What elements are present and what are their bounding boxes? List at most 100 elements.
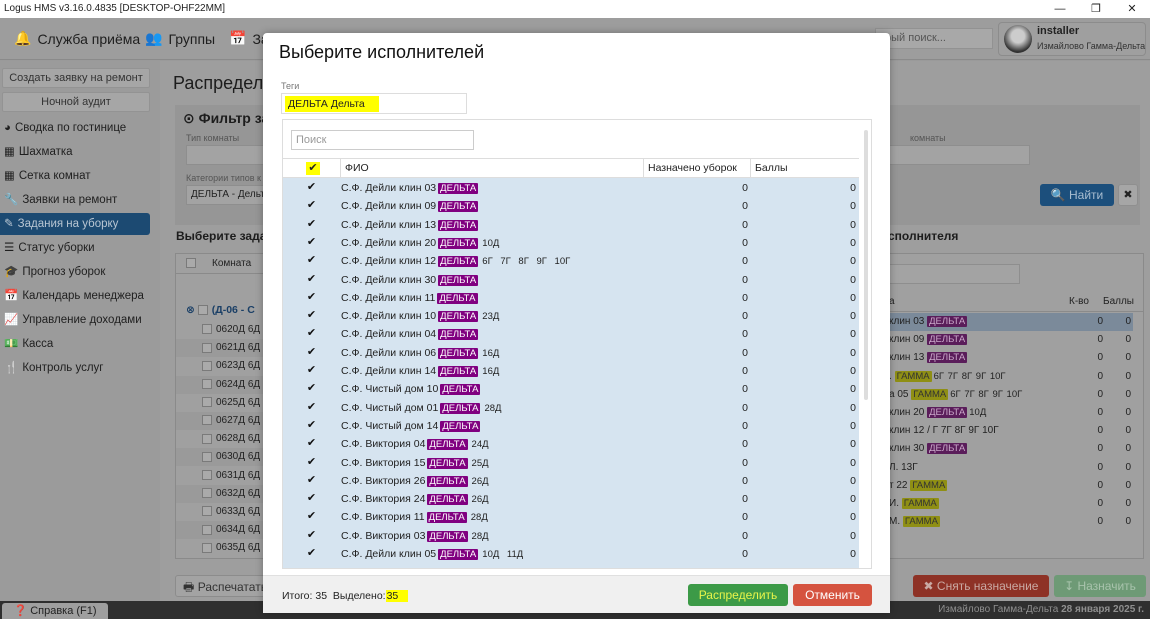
room-checkbox[interactable] [202,506,212,517]
row-checkbox[interactable]: ✔ [306,455,317,468]
row-checkbox[interactable]: ✔ [306,290,317,303]
executor-row[interactable]: клин 09 ДЕЛЬТА 0 0 [889,334,1131,346]
user-panel[interactable]: installer Измайлово Гамма-Дельта [998,22,1146,56]
clear-filter-button[interactable]: ✖ [1118,184,1138,206]
row-checkbox[interactable]: ✔ [306,345,317,358]
cancel-button[interactable]: Отменить [793,584,872,606]
row-checkbox[interactable]: ✔ [306,181,317,193]
executor-row[interactable]: ✔ С.Ф. Дейли клин 06 ДЕЛЬТА 16Д 0 0 [306,345,856,359]
help-button[interactable]: ❓ Справка (F1) [2,603,108,619]
executor-row[interactable]: ✔ С.Ф. Виктория 15 ДЕЛЬТА 25Д 0 0 [306,455,856,469]
executor-row[interactable]: ✔ С.Ф. Дейли клин 09 ДЕЛЬТА 0 0 [306,199,856,213]
room-checkbox[interactable] [202,397,212,408]
executor-row[interactable]: ✔ С.Ф. Чистый дом 10 ДЕЛЬТА 0 0 [306,382,856,396]
sidebar-item[interactable]: ✎ Задания на уборку [0,213,150,235]
row-checkbox[interactable]: ✔ [306,364,317,376]
row-checkbox[interactable]: ✔ [306,235,317,248]
sidebar-item[interactable]: ◕ Сводка по гостинице [0,117,150,139]
room-row[interactable]: 0620Д 6Д [176,321,294,339]
room-checkbox[interactable] [202,524,212,535]
executor-row[interactable]: ✔ С.Ф. Дейли клин 13 ДЕЛЬТА 0 0 [306,217,856,231]
night-audit-button[interactable]: Ночной аудит [2,92,150,112]
row-checkbox[interactable]: ✔ [306,547,317,559]
row-checkbox[interactable]: ✔ [306,272,317,285]
tags-input[interactable]: ДЕЛЬТА Дельта [281,93,467,114]
sidebar-item[interactable]: 🍴 Контроль услуг [0,357,150,379]
row-checkbox[interactable]: ✔ [306,437,317,450]
room-group-row[interactable]: ⊗ (Д-06 - С [186,304,255,316]
create-repair-request-button[interactable]: Создать заявку на ремонт [2,68,150,88]
executor-row[interactable]: ✔ С.Ф. Виктория 24 ДЕЛЬТА 26Д 0 0 [306,492,856,506]
select-all-tasks-checkbox[interactable] [186,258,196,269]
row-checkbox[interactable]: ✔ [306,254,317,267]
room-row[interactable]: 0635Д 6Д [176,539,294,557]
sidebar-item[interactable]: 💵 Касса [0,333,150,355]
row-checkbox[interactable]: ✔ [306,528,317,541]
executor-row[interactable]: ✔ С.Ф. Дейли клин 14 ДЕЛЬТА 16Д 0 0 [306,364,856,377]
executor-row[interactable]: клин 03 ДЕЛЬТА 0 0 [889,313,1133,331]
sidebar-item[interactable]: 🔧 Заявки на ремонт [0,189,150,211]
column-fio[interactable]: ФИО [340,159,643,178]
scrollbar-thumb[interactable] [864,130,868,400]
executor-row[interactable]: ✔ С.Ф. Виктория 03 ДЕЛЬТА 28Д 0 0 [306,528,856,542]
row-checkbox[interactable]: ✔ [306,217,317,230]
sidebar-item[interactable]: 📈 Управление доходами [0,309,150,331]
room-checkbox[interactable] [202,342,212,353]
executor-row[interactable]: ✔ С.Ф. Чистый дом 01 ДЕЛЬТА 28Д 0 0 [306,400,856,414]
room-checkbox[interactable] [202,488,212,499]
sidebar-item[interactable]: ▦ Шахматка [0,141,150,163]
room-type-input[interactable] [186,145,266,165]
restore-button[interactable]: ❐ [1091,3,1101,15]
executor-row[interactable]: . ГАММА 6Г 7Г 8Г 9Г 10Г 0 0 [889,370,1131,382]
executor-row[interactable]: ✔ С.Ф. Дейли клин 11 ДЕЛЬТА 0 0 [306,290,856,304]
scrollbar[interactable] [861,120,871,568]
toolbar-front-desk[interactable]: 🔔 Служба приёма [14,30,141,47]
filter-title[interactable]: ⊙ Фильтр за [183,110,270,126]
column-points[interactable]: Баллы [750,159,859,178]
executor-row[interactable]: т 22 ГАММА 0 0 [889,479,1131,491]
executor-row[interactable]: ✔ С.Ф. Дейли клин 20 ДЕЛЬТА 10Д 0 0 [306,235,856,249]
room-row[interactable]: 0628Д 6Д [176,430,294,448]
toolbar-groups[interactable]: 👥 Группы [145,30,216,47]
room-row[interactable]: 0623Д 6Д [176,357,294,375]
executor-row[interactable]: М. ГАММА 0 0 [889,516,1131,528]
close-button[interactable]: ✕ [1127,3,1137,15]
column-assigned[interactable]: Назначено уборок [643,159,750,178]
quick-search-input[interactable]: трый поиск... [875,28,993,49]
category-select[interactable]: ДЕЛЬТА - Дельт [186,185,266,205]
right-room-input[interactable] [887,145,1030,165]
row-checkbox[interactable]: ✔ [306,309,317,322]
search-input[interactable]: Поиск [291,130,474,150]
minimize-button[interactable]: — [1054,3,1066,15]
executor-row[interactable]: клин 20 ДЕЛЬТА 10Д 0 0 [889,407,1131,418]
room-checkbox[interactable] [202,542,212,553]
executors-search-input[interactable] [889,264,1020,284]
room-checkbox[interactable] [202,451,212,462]
print-button[interactable]: 🖶 Распечатать [175,575,275,597]
row-checkbox[interactable]: ✔ [306,199,317,212]
sidebar-item[interactable]: 🎓 Прогноз уборок [0,261,150,283]
row-checkbox[interactable]: ✔ [306,418,317,431]
room-checkbox[interactable] [202,469,212,480]
room-checkbox[interactable] [202,433,212,444]
executor-row[interactable]: ✔ С.Ф. Дейли клин 30 ДЕЛЬТА 0 0 [306,272,856,286]
executor-row[interactable]: И. ГАММА 0 0 [889,498,1131,509]
room-row[interactable]: 0631Д 6Д [176,467,294,485]
executor-row[interactable]: клин 13 ДЕЛЬТА 0 0 [889,352,1131,364]
assign-button[interactable]: ↧ Назначить [1054,575,1146,597]
sidebar-item[interactable]: ▦ Сетка комнат [0,165,150,187]
executor-row[interactable]: ✔ С.Ф. Дейли клин 10 ДЕЛЬТА 23Д 0 0 [306,309,856,323]
tag-chip[interactable]: ДЕЛЬТА Дельта [285,96,379,112]
row-checkbox[interactable]: ✔ [306,492,317,505]
distribute-button[interactable]: Распределить [688,584,788,606]
executor-row[interactable]: ✔ С.Ф. Виктория 04 ДЕЛЬТА 24Д 0 0 [306,437,856,451]
room-checkbox[interactable] [202,378,212,389]
room-checkbox[interactable] [202,324,212,335]
executor-row[interactable]: ✔ С.Ф. Дейли клин 12 ДЕЛЬТА 6Г 7Г 8Г 9Г 10Г… [306,254,856,268]
executor-row[interactable]: клин 30 ДЕЛЬТА 0 0 [889,443,1131,455]
executor-row[interactable]: ✔ С.Ф. Дейли клин 03 ДЕЛЬТА 0 0 [306,181,856,194]
unassign-button[interactable]: ✖ Снять назначение [913,575,1049,597]
row-checkbox[interactable]: ✔ [306,400,317,413]
